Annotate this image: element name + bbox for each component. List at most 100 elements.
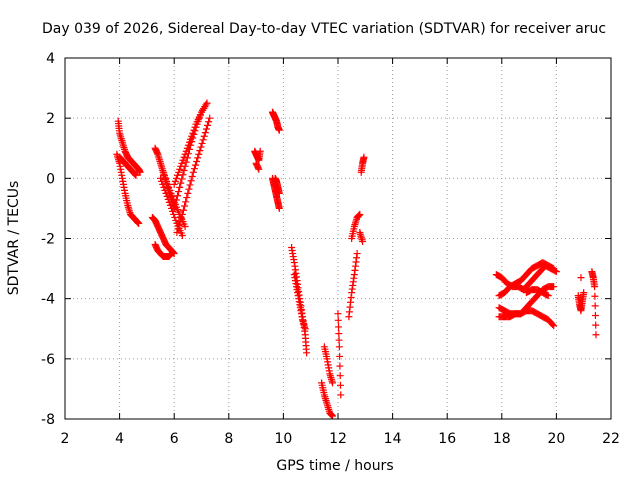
data-point [185,185,193,193]
data-point [592,331,600,339]
y-tick-label: -8 [41,412,55,428]
data-point [197,143,205,151]
data-point [161,186,169,194]
data-point [180,153,188,161]
data-point [181,222,189,230]
series-dip-6h [159,168,189,230]
data-point [171,213,179,221]
data-point [329,379,337,387]
series-rise-3 [170,99,211,188]
data-point [543,291,551,299]
series-fall-11.6 [320,343,337,387]
data-point [170,180,178,188]
series-mid-12.9 [356,228,367,246]
data-point [189,168,197,176]
data-point [336,352,344,360]
data-point [275,204,283,212]
data-point [170,210,178,218]
data-point [179,206,187,214]
chart-title: Day 039 of 2026, Sidereal Day-to-day VTE… [42,21,606,37]
series-late-7 [588,268,600,339]
series-early-arc-2 [113,150,143,227]
data-point [335,343,343,351]
data-point [196,147,204,155]
data-point [190,126,198,134]
data-point [169,207,177,215]
data-point [167,204,175,212]
data-point [550,283,558,291]
data-point [176,183,184,191]
data-point [591,302,599,310]
y-tick-label: 4 [46,51,55,67]
data-point [185,138,193,146]
data-point [303,349,311,357]
data-point [164,195,172,203]
series-cluster-9h-low [252,159,263,173]
data-point [181,150,189,158]
series-spike-9.7 [268,108,283,134]
data-point [180,167,188,175]
data-point [163,192,171,200]
x-tick-label: 2 [61,431,70,447]
data-point [205,118,213,126]
data-point [591,283,599,291]
data-point [544,292,552,300]
data-point [592,321,600,329]
data-point [188,173,196,181]
data-point [186,181,194,189]
data-point [255,165,263,173]
data-point [187,135,195,143]
data-point [182,198,190,206]
data-point [202,125,210,133]
data-point [190,165,198,173]
series-dip-6h-2 [157,174,186,239]
data-point [172,216,180,224]
x-tick-label: 12 [329,431,347,447]
data-point [335,336,343,344]
data-point [165,198,173,206]
data-point [162,189,170,197]
data-point [195,150,203,158]
data-point [198,139,206,147]
data-point [167,250,175,258]
data-point [591,312,599,320]
x-tick-label: 14 [384,431,402,447]
series-late-8 [577,274,585,282]
data-point [334,310,342,318]
data-point [549,321,557,329]
data-point [329,412,337,420]
series-late-6 [574,289,588,315]
series-rise-1 [170,99,211,212]
y-tick-label: 0 [46,171,55,187]
y-tick-label: -6 [41,352,55,368]
data-point [183,194,191,202]
series-cluster-9h [251,147,264,164]
series-late-4 [495,307,558,330]
data-point [194,154,202,162]
data-point [182,147,190,155]
data-point [334,316,342,324]
data-point [175,168,183,176]
data-point [177,179,185,187]
data-point [160,183,168,191]
data-point [204,121,212,129]
data-point [188,132,196,140]
data-point [356,210,364,218]
x-tick-label: 4 [115,431,124,447]
data-point [184,141,192,149]
series-rise-12.5 [345,250,361,321]
data-point [275,126,283,134]
data-point [166,201,174,209]
data-point [336,381,344,389]
data-point [157,174,165,182]
data-point [301,325,309,333]
data-point [175,188,183,196]
data-point [173,171,181,179]
data-point [178,175,186,183]
x-tick-label: 16 [438,431,456,447]
data-point [201,129,209,137]
data-point [172,174,180,182]
x-tick-label: 20 [547,431,565,447]
data-point [179,156,187,164]
